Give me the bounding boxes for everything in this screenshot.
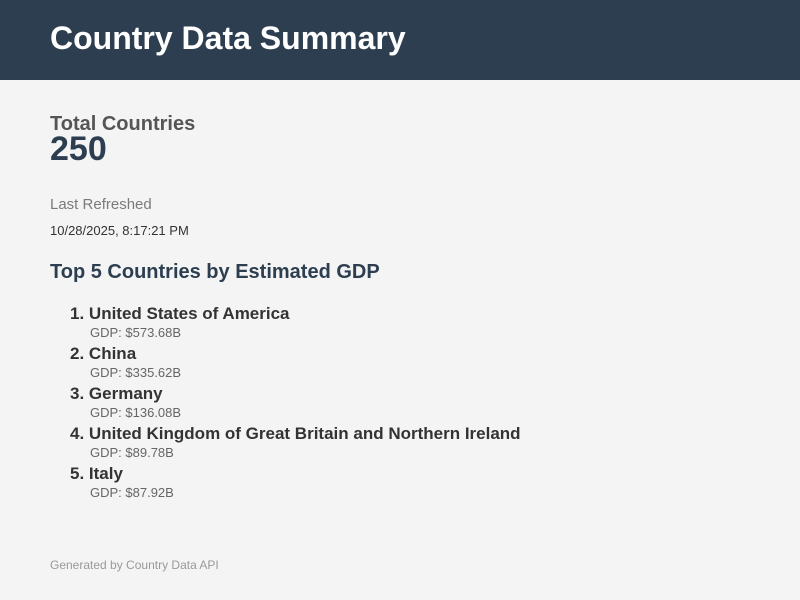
country-name-row: 4. United Kingdom of Great Britain and N…: [70, 423, 521, 445]
main-content: Total Countries 250 Last Refreshed 10/28…: [0, 80, 800, 600]
page-header: Country Data Summary: [0, 0, 800, 80]
country-rank: 1.: [70, 304, 85, 323]
page-footer: Generated by Country Data API: [50, 558, 219, 572]
country-gdp: GDP: $335.62B: [90, 365, 182, 380]
country-name-row: 2. China: [70, 343, 521, 365]
top-countries-title: Top 5 Countries by Estimated GDP: [50, 261, 380, 283]
last-refreshed-label: Last Refreshed: [50, 196, 152, 213]
country-gdp: GDP: $136.08B: [90, 405, 182, 420]
country-name-row: 5. Italy: [70, 463, 521, 485]
country-gdp: GDP: $89.78B: [90, 445, 174, 460]
country-name: Germany: [88, 384, 163, 403]
country-gdp: GDP: $87.92B: [90, 485, 174, 500]
total-countries-value: 250: [50, 130, 107, 168]
country-name: United Kingdom of Great Britain and Nort…: [88, 424, 521, 443]
country-name: Italy: [88, 464, 123, 483]
country-list-item: 2. China GDP: $335.62B: [70, 343, 521, 383]
page-title: Country Data Summary: [50, 20, 406, 56]
country-list-item: 5. Italy GDP: $87.92B: [70, 463, 521, 503]
top-countries-list: 1. United States of America GDP: $573.68…: [70, 303, 521, 503]
country-list-item: 4. United Kingdom of Great Britain and N…: [70, 423, 521, 463]
country-name-row: 3. Germany: [70, 383, 521, 405]
country-rank: 3.: [70, 384, 85, 403]
country-list-item: 3. Germany GDP: $136.08B: [70, 383, 521, 423]
country-rank: 2.: [70, 344, 85, 363]
country-rank: 5.: [70, 464, 85, 483]
country-name-row: 1. United States of America: [70, 303, 521, 325]
country-gdp: GDP: $573.68B: [90, 325, 182, 340]
total-countries-label: Total Countries: [50, 113, 196, 135]
last-refreshed-value: 10/28/2025, 8:17:21 PM: [50, 223, 189, 238]
country-rank: 4.: [70, 424, 85, 443]
country-name: United States of America: [88, 304, 290, 323]
country-list-item: 1. United States of America GDP: $573.68…: [70, 303, 521, 343]
country-name: China: [88, 344, 137, 363]
